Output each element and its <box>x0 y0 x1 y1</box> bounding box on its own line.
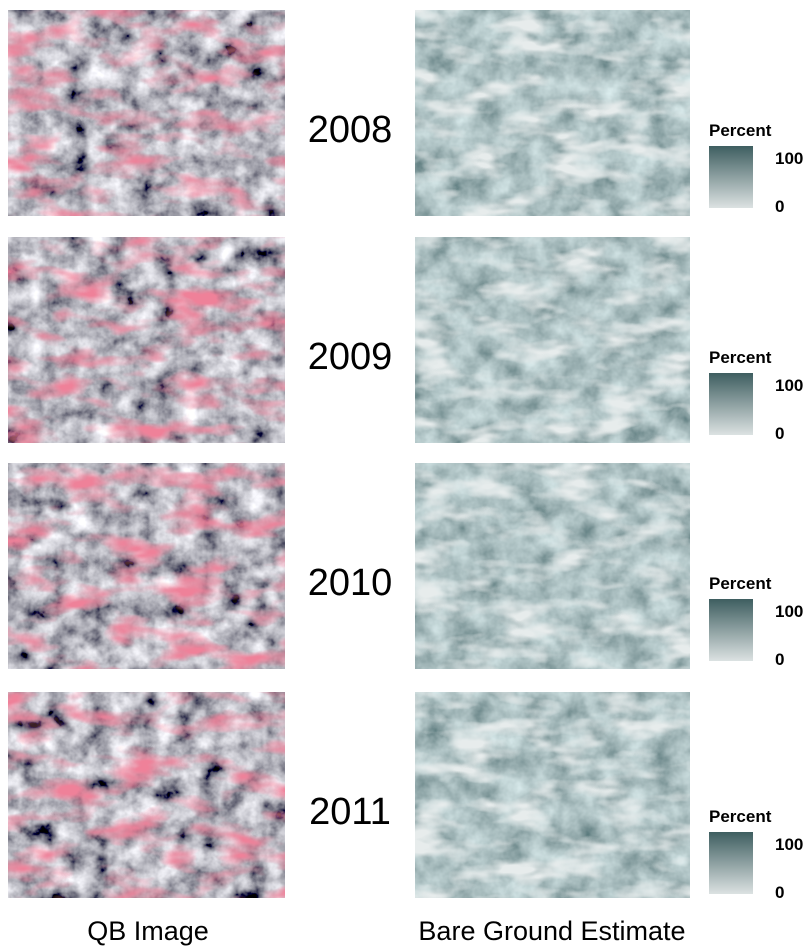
year-label: 2009 <box>308 336 393 378</box>
year-label: 2010 <box>308 562 393 604</box>
year-label: 2011 <box>309 791 391 833</box>
legend-title: Percent <box>709 121 772 140</box>
legend-min: 0 <box>775 650 784 669</box>
legend-title: Percent <box>709 348 772 367</box>
year-label: 2008 <box>308 109 393 151</box>
bare-ground-pale <box>415 692 690 898</box>
legend-gradient <box>709 146 753 208</box>
bare-ground-pale <box>415 10 690 216</box>
qb-red-cover <box>8 463 285 669</box>
legend-min: 0 <box>775 197 784 216</box>
legend-max: 100 <box>775 376 803 395</box>
legend-gradient <box>709 832 753 894</box>
footer-right: Bare Ground Estimate <box>418 916 685 946</box>
legend-min: 0 <box>775 424 784 443</box>
legend-gradient <box>709 599 753 661</box>
qb-red-cover <box>8 237 285 443</box>
legend-gradient <box>709 373 753 435</box>
legend-title: Percent <box>709 807 772 826</box>
qb-red-cover <box>8 10 285 216</box>
bare-ground-pale <box>415 463 690 669</box>
legend-max: 100 <box>775 602 803 621</box>
figure: 2008Percent10002009Percent10002010Percen… <box>0 0 809 947</box>
legend-title: Percent <box>709 574 772 593</box>
legend-min: 0 <box>775 883 784 902</box>
legend-max: 100 <box>775 149 803 168</box>
bare-ground-pale <box>415 237 690 443</box>
footer-left: QB Image <box>87 916 209 946</box>
qb-red-cover <box>8 692 285 898</box>
legend-max: 100 <box>775 835 803 854</box>
